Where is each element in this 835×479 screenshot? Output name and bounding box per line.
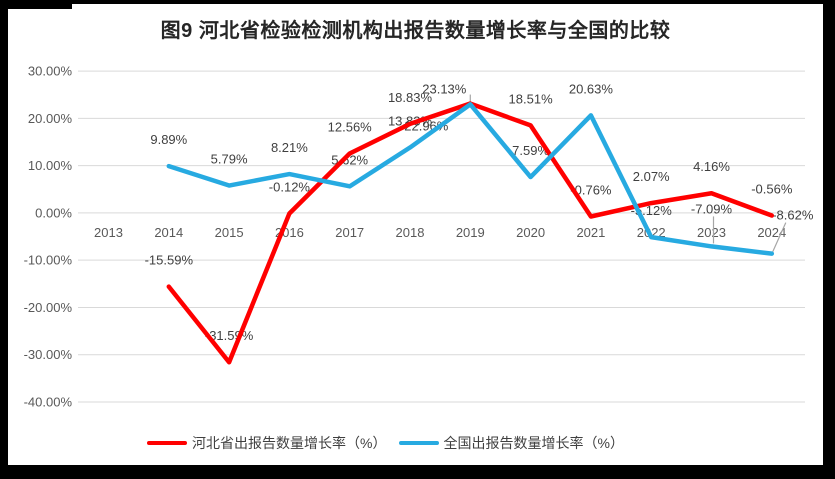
data-point-label: 13.83% (388, 114, 433, 129)
y-axis-tick-label: -30.00% (24, 347, 73, 362)
chart-panel (8, 4, 823, 465)
data-point-label: 12.56% (328, 120, 373, 135)
x-axis-tick-label: 2015 (215, 225, 244, 240)
y-axis-tick-label: 0.00% (35, 205, 72, 220)
x-axis-tick-label: 2020 (516, 225, 545, 240)
x-axis-tick-label: 2024 (757, 225, 786, 240)
data-point-label: 20.63% (569, 81, 614, 96)
data-point-label: 9.89% (150, 132, 187, 147)
legend-label-hebei: 河北省出报告数量增长率（%） (192, 435, 387, 451)
legend-label-national: 全国出报告数量增长率（%） (443, 435, 624, 451)
legend-item-hebei: 河北省出报告数量增长率（%） (147, 433, 387, 453)
y-axis-tick-label: 20.00% (28, 111, 73, 126)
series-line-national (166, 102, 775, 256)
gridlines (78, 70, 805, 403)
data-point-label: -15.59% (145, 253, 194, 268)
x-axis-tick-label: 2021 (576, 225, 605, 240)
legend-line-swatch-red (147, 440, 188, 446)
data-point-label: 7.59% (512, 143, 549, 158)
y-axis-tick-label: -10.00% (24, 253, 73, 268)
data-point-label: -0.76% (570, 182, 612, 197)
data-point-label: 18.51% (509, 91, 554, 106)
y-axis-tick-label: -20.00% (24, 300, 73, 315)
series-polyline-national (166, 102, 775, 256)
y-axis-tick-label: 30.00% (28, 64, 73, 79)
data-point-label: 23.13% (422, 82, 467, 97)
data-point-label: 18.83% (388, 90, 433, 105)
data-point-label: 4.16% (693, 159, 730, 174)
legend-item-national: 全国出报告数量增长率（%） (398, 433, 624, 453)
data-point-label: 2.07% (633, 169, 670, 184)
data-point-label: -0.56% (751, 182, 793, 197)
x-axis-tick-label: 2013 (94, 225, 123, 240)
frame-notch (0, 0, 72, 9)
x-axis-tick-label: 2017 (335, 225, 364, 240)
data-point-label: -8.62% (772, 208, 814, 223)
x-axis-labels: 2013 2014 2015 2016 2017 2018 2019 2020 2021 2022… (94, 225, 786, 240)
data-labels-national: 9.89%5.79%8.21%5.62%13.83%22.96%7.59%20.… (150, 81, 813, 222)
label-leader-lines (469, 94, 787, 252)
y-axis-labels: 30.00% 20.00% 10.00% 0.00% -10.00% -20.00% -30… (24, 64, 73, 410)
data-point-label: 8.21% (271, 140, 308, 155)
data-point-label: -0.12% (269, 179, 311, 194)
chart-legend: 河北省出报告数量增长率（%） 全国出报告数量增长率（%） (8, 433, 823, 453)
chart-title: 图9 河北省检验检测机构出报告数量增长率与全国的比较 (160, 20, 671, 42)
leader-line (772, 222, 787, 252)
data-point-label: -7.09% (691, 201, 733, 216)
x-axis-tick-label: 2014 (154, 225, 183, 240)
data-point-label: 5.79% (211, 152, 248, 167)
x-axis-tick-label: 2018 (396, 225, 425, 240)
x-axis-tick-label: 2019 (456, 225, 485, 240)
legend-line-swatch-blue (398, 440, 439, 446)
y-axis-tick-label: -40.00% (24, 394, 73, 409)
x-axis-tick-label: 2023 (697, 225, 726, 240)
y-axis-tick-label: 10.00% (28, 158, 73, 173)
